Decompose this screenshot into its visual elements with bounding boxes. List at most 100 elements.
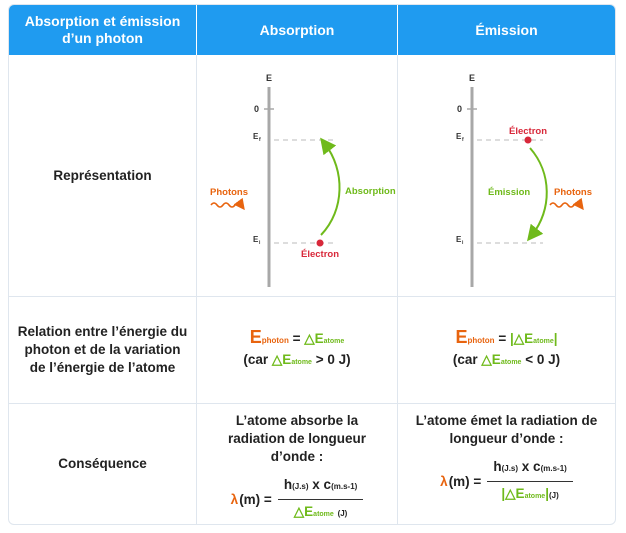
axis-label: E bbox=[469, 73, 475, 83]
column-divider bbox=[196, 55, 197, 524]
emission-diagram: E 0 E f E i Électron Émission Photons bbox=[456, 73, 592, 287]
speed-unit: (m.s-1) bbox=[331, 482, 358, 491]
consequence-absorption: L’atome absorbe la radiation de longueur… bbox=[197, 404, 397, 524]
zero-label: 0 bbox=[457, 104, 462, 114]
lambda-symbol: λ bbox=[230, 492, 239, 507]
row-label-text: Conséquence bbox=[58, 456, 147, 471]
speed-symbol: x c bbox=[312, 477, 332, 492]
wavelength-formula: λ (m) = h(J.s) x c(m.s-1) △Eatome (J) bbox=[231, 476, 364, 524]
numerator: h(J.s) x c(m.s-1) bbox=[277, 476, 364, 500]
absorption-diagram: E 0 E f E i Électron Absorption Photons bbox=[210, 73, 396, 287]
condition-text: > 0 J) bbox=[315, 352, 351, 367]
relation-condition: (car △Eatome < 0 J) bbox=[453, 351, 560, 372]
fraction: h(J.s) x c(m.s-1) |△Eatome|(J) bbox=[487, 458, 573, 506]
speed-symbol: x c bbox=[521, 459, 541, 474]
consequence-emission: L’atome émet la radiation de longueur d’… bbox=[398, 404, 615, 524]
atome-sub: atome bbox=[500, 359, 522, 366]
energy-symbol: E bbox=[249, 327, 262, 347]
consequence-text: L’atome absorbe la radiation de longueur… bbox=[227, 413, 366, 464]
header-divider bbox=[397, 5, 398, 55]
comparison-table: Absorption et émission d’un photon Absor… bbox=[8, 4, 616, 525]
electron-label: Électron bbox=[509, 126, 547, 137]
photon-sub: photon bbox=[261, 336, 289, 345]
atome-sub: atome bbox=[524, 493, 546, 500]
lambda-symbol: λ bbox=[440, 474, 448, 489]
header-divider bbox=[196, 5, 197, 55]
lambda-unit: (m) = bbox=[239, 492, 272, 507]
atome-sub: atome bbox=[313, 511, 334, 518]
relation-equation: Ephoton = △Eatome bbox=[250, 328, 345, 351]
header-col3: Émission bbox=[398, 5, 615, 55]
level-low-label: E bbox=[253, 235, 259, 244]
header-col2-text: Absorption bbox=[259, 21, 335, 38]
abs-bar: | bbox=[501, 486, 506, 501]
absorption-label: Absorption bbox=[345, 186, 396, 197]
car-text: (car bbox=[243, 352, 269, 367]
photons-label: Photons bbox=[554, 187, 592, 198]
photons-label: Photons bbox=[210, 187, 248, 198]
condition-text: < 0 J) bbox=[525, 352, 561, 367]
delta-e: △E bbox=[513, 331, 534, 346]
level-high-label: E bbox=[253, 132, 259, 141]
row-label-representation: Représentation bbox=[9, 55, 196, 296]
axis-label: E bbox=[266, 73, 272, 83]
planck-unit: (J.s) bbox=[501, 464, 519, 473]
numerator: h(J.s) x c(m.s-1) bbox=[487, 458, 573, 482]
atome-sub: atome bbox=[533, 338, 554, 345]
planck-symbol: h bbox=[493, 459, 502, 474]
consequence-text: L’atome émet la radiation de longueur d’… bbox=[415, 413, 598, 446]
delta-e: △E bbox=[293, 504, 314, 519]
delta-e: △E bbox=[505, 486, 525, 501]
planck-symbol: h bbox=[283, 477, 293, 492]
car-text: (car bbox=[452, 352, 478, 367]
wavelength-formula: λ (m) = h(J.s) x c(m.s-1) |△Eatome|(J) bbox=[440, 458, 573, 506]
emission-label: Émission bbox=[488, 187, 530, 198]
header-col1-text: Absorption et émission d’un photon bbox=[24, 13, 181, 46]
level-low-label: E bbox=[456, 235, 462, 244]
row-label-relation: Relation entre l’énergie du photon et de… bbox=[9, 297, 196, 403]
electron-dot bbox=[524, 136, 532, 144]
delta-e: △E bbox=[304, 331, 324, 346]
denominator: |△Eatome|(J) bbox=[501, 482, 558, 506]
header-col2: Absorption bbox=[197, 5, 397, 55]
row-label-consequence: Conséquence bbox=[9, 404, 196, 524]
row-label-text: Relation entre l’énergie du photon et de… bbox=[17, 324, 188, 375]
emission-arrow bbox=[527, 147, 548, 242]
equals-sign: = bbox=[292, 331, 301, 346]
header-col1: Absorption et émission d’un photon bbox=[9, 5, 196, 55]
abs-bar: | bbox=[553, 331, 558, 346]
delta-e: △E bbox=[481, 352, 501, 367]
joule-unit: (J) bbox=[548, 491, 559, 500]
atome-sub: atome bbox=[291, 359, 312, 366]
column-divider bbox=[397, 55, 398, 524]
row-divider bbox=[9, 403, 615, 404]
speed-unit: (m.s-1) bbox=[540, 464, 567, 473]
level-high-sub: f bbox=[259, 137, 261, 143]
relation-absorption: Ephoton = △Eatome (car △Eatome > 0 J) bbox=[197, 297, 397, 403]
row-label-text: Représentation bbox=[53, 167, 152, 183]
energy-symbol: E bbox=[455, 327, 468, 347]
header-col3-text: Émission bbox=[475, 21, 538, 38]
photon-wave-icon bbox=[210, 197, 245, 211]
level-low-sub: i bbox=[462, 240, 464, 246]
joule-unit: (J) bbox=[337, 509, 348, 518]
lambda-unit: (m) = bbox=[448, 474, 482, 489]
fraction: h(J.s) x c(m.s-1) △Eatome (J) bbox=[277, 476, 364, 524]
absorption-arrow bbox=[320, 137, 341, 236]
equals-sign: = bbox=[498, 331, 507, 346]
row-divider bbox=[9, 296, 615, 297]
abs-bar: | bbox=[545, 486, 549, 501]
electron-label: Électron bbox=[301, 249, 339, 260]
level-low-sub: i bbox=[259, 240, 261, 246]
zero-label: 0 bbox=[254, 104, 259, 114]
abs-bar: | bbox=[509, 331, 514, 346]
electron-dot bbox=[316, 239, 324, 247]
relation-emission: Ephoton = |△Eatome| (car △Eatome < 0 J) bbox=[398, 297, 615, 403]
denominator: △Eatome (J) bbox=[294, 500, 348, 524]
atome-sub: atome bbox=[323, 338, 345, 345]
photon-sub: photon bbox=[467, 336, 495, 345]
relation-equation: Ephoton = |△Eatome| bbox=[455, 328, 557, 351]
delta-e: △E bbox=[271, 352, 292, 367]
level-high-sub: f bbox=[462, 137, 464, 143]
relation-condition: (car △Eatome > 0 J) bbox=[243, 351, 350, 372]
